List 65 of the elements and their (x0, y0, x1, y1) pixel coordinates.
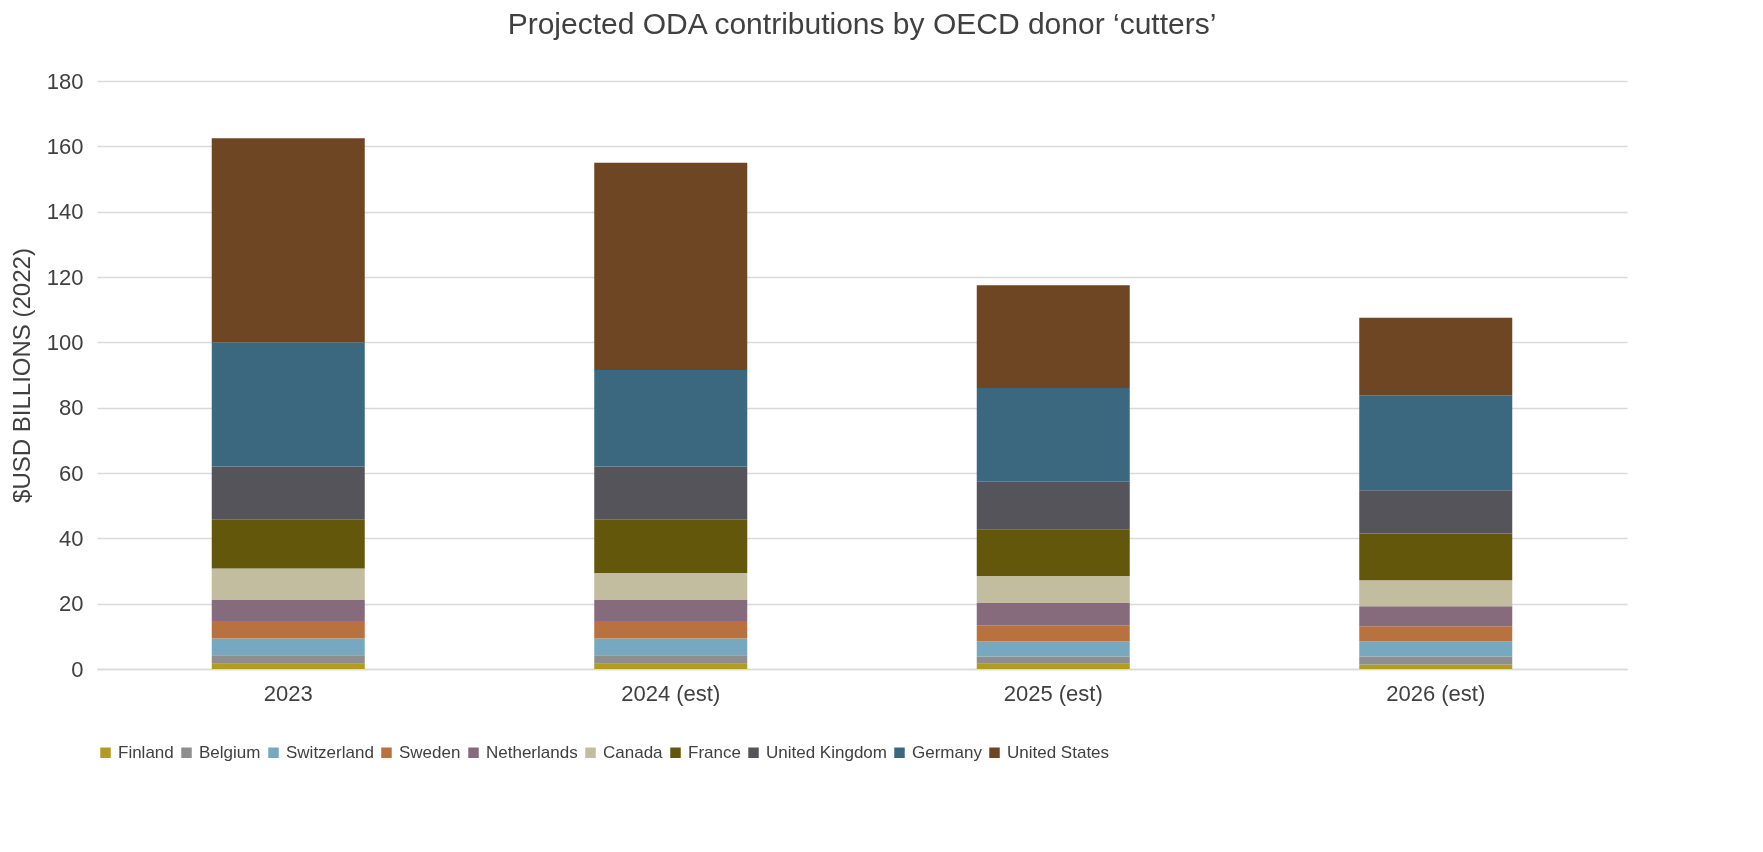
bar (976, 641, 1130, 657)
bar (211, 655, 365, 664)
x-tick-label: 2026 (est) (1386, 680, 1486, 706)
legend-label: United States (1007, 742, 1110, 762)
bar (594, 663, 748, 669)
x-tick-label: 2025 (est) (1003, 680, 1103, 706)
bar (594, 620, 748, 639)
bar (1359, 641, 1513, 657)
bar (976, 285, 1130, 389)
y-axis-title: $USD BILLIONS (2022) (7, 248, 35, 503)
bar (594, 370, 748, 467)
bar (976, 575, 1130, 604)
bar (1359, 490, 1513, 534)
y-tick-label: 120 (46, 264, 84, 290)
bar (976, 481, 1130, 530)
x-tick-label: 2024 (est) (621, 680, 721, 706)
y-tick-label: 40 (59, 525, 84, 551)
y-tick-label: 60 (59, 460, 84, 486)
legend-label: United Kingdom (766, 742, 887, 762)
bar (976, 656, 1130, 664)
bar (211, 638, 365, 656)
bar (211, 663, 365, 669)
legend-label: Netherlands (486, 742, 578, 762)
bar (211, 342, 365, 467)
bar (594, 599, 748, 621)
y-tick-label: 80 (59, 395, 84, 421)
bar (1359, 533, 1513, 581)
bar (594, 655, 748, 664)
bar (976, 603, 1130, 626)
bar (1359, 317, 1513, 396)
legend-label: Sweden (399, 742, 461, 762)
y-tick-label: 100 (46, 329, 84, 355)
legend-label: Canada (603, 742, 664, 762)
x-tick-label: 2023 (263, 680, 313, 706)
legend-label: Switzerland (286, 742, 374, 762)
bar (594, 572, 748, 600)
y-tick-label: 0 (71, 656, 84, 682)
bar (976, 625, 1130, 642)
y-tick-label: 180 (46, 68, 84, 94)
bar (976, 663, 1130, 669)
y-tick-label: 160 (46, 133, 84, 159)
bar (976, 529, 1130, 576)
bar (976, 388, 1130, 482)
bar (594, 638, 748, 656)
bar (211, 466, 365, 520)
bar (211, 519, 365, 569)
legend-label: Finland (118, 742, 174, 762)
chart-title: Projected ODA contributions by OECD donor ‘cutters’ (507, 7, 1217, 40)
bar (211, 568, 365, 600)
bar (1359, 606, 1513, 627)
y-tick-label: 140 (46, 199, 84, 225)
bar (211, 138, 365, 343)
legend-label: Belgium (199, 742, 261, 762)
legend-label: France (688, 742, 741, 762)
bar (594, 162, 748, 371)
bar (1359, 580, 1513, 607)
bar (211, 620, 365, 639)
y-tick-label: 20 (59, 591, 84, 617)
bar (211, 599, 365, 621)
bar (594, 466, 748, 520)
bar (594, 519, 748, 573)
bar (1359, 626, 1513, 642)
bar (1359, 395, 1513, 491)
legend-label: Germany (912, 742, 983, 762)
bar (1359, 664, 1513, 669)
